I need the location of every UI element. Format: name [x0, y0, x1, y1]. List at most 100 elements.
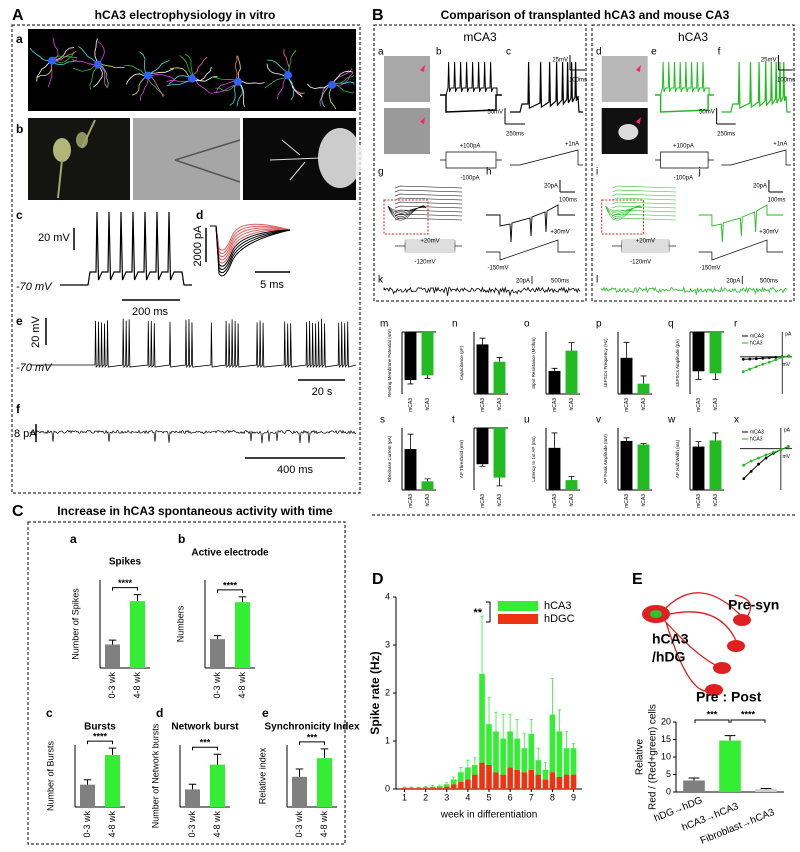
neuron: [713, 662, 731, 674]
diagram-label: /hDG: [652, 649, 686, 665]
error-bar: [480, 615, 484, 674]
y-axis-label: Rheobase Current (pA): [387, 435, 392, 482]
error-bar: [108, 747, 117, 755]
bar: [556, 777, 563, 789]
point: [742, 463, 746, 467]
error-bar: [724, 735, 736, 741]
error-bar: [438, 784, 442, 787]
bar: [500, 774, 506, 789]
sub-label: a: [378, 47, 384, 58]
error-bar: [479, 464, 486, 467]
trace: [210, 225, 291, 274]
dendrite: [267, 59, 289, 76]
scale-label: -120mV: [414, 260, 435, 266]
dendrite: [277, 74, 289, 100]
point: [764, 456, 768, 460]
trace: [440, 94, 502, 113]
dendrite: [139, 51, 149, 76]
scale-label: -70 mV: [16, 281, 53, 293]
sub-label: u: [524, 415, 530, 426]
error-bar: [431, 785, 435, 787]
scale-label: +100pA: [673, 144, 694, 150]
y-axis-label: Red / (Red+green) cells: [648, 704, 659, 810]
sub-label: f: [16, 402, 21, 416]
dendrite: [179, 55, 193, 79]
dendrite: [328, 84, 337, 110]
x-axis-label: mV: [783, 454, 791, 460]
point: [742, 477, 746, 481]
bar: [563, 748, 570, 775]
point: [764, 453, 768, 457]
scale-label: 20pA: [516, 279, 530, 285]
trace: [721, 61, 791, 113]
x-tick-label: 1: [402, 792, 407, 802]
bar: [472, 765, 478, 775]
bar: [436, 787, 443, 789]
stimulus: [698, 239, 784, 261]
dendrite: [93, 64, 103, 88]
inset-trace: [605, 205, 642, 214]
dendrite: [51, 47, 75, 62]
y-tick-label: 4: [385, 591, 390, 601]
error-bar: [320, 748, 329, 759]
scale-label: +1nA: [565, 142, 579, 148]
scale-label: 250ms: [506, 132, 524, 138]
sub-label: g: [378, 167, 384, 178]
error-bar: [551, 367, 558, 371]
dendrite: [147, 60, 170, 76]
dendrite: [229, 81, 239, 106]
series-line: [743, 446, 789, 479]
dendrite: [51, 51, 75, 64]
category-label: mCA3: [624, 494, 630, 508]
trace: [210, 225, 291, 270]
sub-label: h: [486, 167, 492, 178]
significance: ***: [200, 738, 211, 748]
significance-bracket: [730, 719, 766, 723]
inset-trace: [605, 205, 642, 216]
dendrite: [73, 64, 99, 72]
bar: [486, 765, 492, 789]
significance-bracket: [299, 741, 325, 745]
trace: [210, 225, 291, 254]
scale-label: -70 mV: [16, 362, 53, 374]
panel-title: Comparison of transplanted hCA3 and mous…: [441, 8, 730, 22]
y-axis-label: pA: [784, 427, 791, 433]
trace: [601, 286, 788, 296]
x-tick-label: 9: [571, 792, 576, 802]
bar: [476, 344, 489, 394]
trace: [383, 286, 580, 297]
trace: [654, 94, 714, 113]
category-label: 0-3 wk: [294, 811, 304, 838]
panel-frame: [27, 521, 346, 845]
scale-label: 50mV: [699, 110, 715, 116]
bar: [429, 787, 436, 789]
bar: [514, 769, 520, 789]
point: [754, 357, 758, 361]
category-label: 4-8 wk: [107, 811, 117, 838]
bar: [458, 772, 464, 782]
soma: [48, 56, 56, 65]
bar: [493, 361, 506, 394]
dendrite: [168, 75, 193, 85]
bar: [542, 779, 549, 789]
trace: [394, 197, 463, 201]
category-label: mCA3: [696, 398, 702, 412]
bar: [429, 786, 436, 788]
category-label: hCA3: [641, 398, 647, 411]
error-bar: [536, 747, 540, 761]
bar: [521, 748, 528, 773]
soma: [94, 60, 102, 69]
sub-label: k: [378, 275, 384, 286]
error-bar: [295, 768, 304, 777]
trace: [210, 225, 291, 258]
dendrite: [169, 67, 193, 79]
point: [748, 357, 752, 361]
bar: [528, 769, 535, 789]
category-label: mCA3: [408, 494, 414, 508]
scale-label: 500ms: [551, 279, 569, 285]
y-axis-label: Resting Membrane Potential (mV): [387, 329, 392, 397]
point: [761, 362, 765, 366]
bar: [472, 774, 478, 789]
dendrite: [47, 60, 53, 88]
soma: [144, 71, 152, 80]
